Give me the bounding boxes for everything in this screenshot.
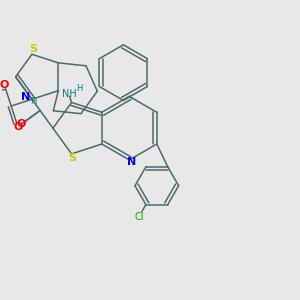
Text: N: N <box>21 92 30 102</box>
Text: Cl: Cl <box>134 212 144 222</box>
Text: N: N <box>127 157 136 167</box>
Text: H: H <box>76 84 83 93</box>
Text: O: O <box>13 122 22 132</box>
Text: S: S <box>29 44 37 54</box>
Text: O: O <box>16 118 26 128</box>
Text: NH: NH <box>62 88 77 98</box>
Text: O: O <box>0 80 9 90</box>
Text: H: H <box>30 97 37 106</box>
Text: S: S <box>69 153 76 163</box>
